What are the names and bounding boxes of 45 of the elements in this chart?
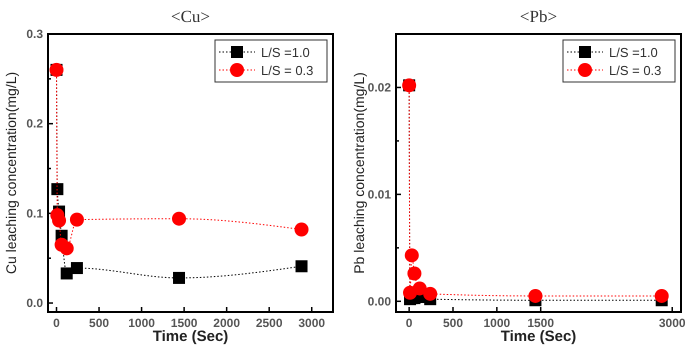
y-tick-label: 0.1 [26,206,44,220]
point [294,222,309,236]
x-tick-label: 0 [53,316,60,330]
x-tick-label: 500 [442,316,464,330]
x-tick-label: 1500 [170,316,198,330]
x-tick-label: 1500 [527,316,554,330]
y-tick-label: 0.3 [26,27,44,41]
x-tick-label: 2000 [213,316,240,330]
legend-label: L/S =1.0 [261,45,310,60]
point [407,266,422,281]
x-tick-label: 3000 [658,316,686,330]
point [52,214,66,228]
y-tick-label: 0.0 [26,296,44,310]
chart-title: <Cu> [170,7,210,26]
chart-title: <Pb> [520,7,558,26]
legend-label: L/S = 0.3 [609,63,662,78]
x-tick-label: 1000 [128,316,156,330]
x-tick-label: 500 [89,316,110,330]
legend-label: L/S =1.0 [609,45,658,60]
point [173,272,186,284]
point [60,267,73,280]
y-tick-label: 0.02 [368,80,392,94]
x-tick-label: 0 [406,316,413,330]
x-axis-title: Time (Sec) [500,328,576,345]
y-tick-label: 0.00 [368,294,392,308]
x-tick-label: 1000 [483,316,511,330]
point [70,262,83,274]
x-tick-label: 2500 [256,316,283,330]
y-axis-title: Cu leaching concentration(mg/L) [3,72,19,274]
y-tick-label: 0.01 [368,187,392,202]
point [423,286,438,301]
point [60,241,74,256]
point [172,212,186,226]
x-axis-title: Time (Sec) [152,328,228,345]
point [51,183,64,196]
point [296,260,308,272]
legend-label: L/S = 0.3 [261,63,314,78]
point [528,288,542,303]
point [70,212,84,227]
point [412,281,427,296]
y-tick-label: 0.2 [26,116,44,131]
x-tick-label: 3000 [298,316,326,330]
point [654,288,669,303]
point [404,248,419,262]
y-axis-title: Pb leaching concentration(mg/L) [351,72,367,274]
